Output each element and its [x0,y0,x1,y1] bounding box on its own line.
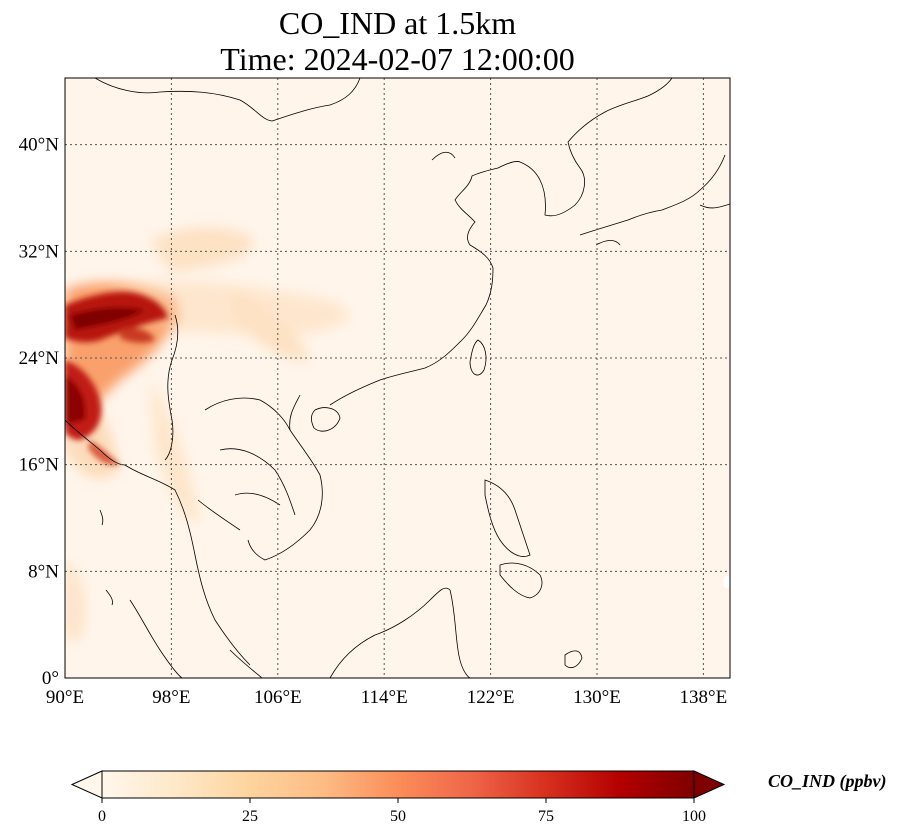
longitude-tick-label: 130°E [573,687,621,708]
longitude-tick-label: 122°E [467,687,515,708]
colorbar-tick-label: 100 [682,808,706,825]
latitude-tick-label: 8°N [28,561,59,582]
latitude-tick-label: 32°N [19,241,60,262]
longitude-tick-label: 114°E [361,687,408,708]
coastlines [65,78,730,678]
colorbar-tick-label: 50 [390,808,406,825]
longitude-tick-label: 106°E [254,687,302,708]
map-title-line1: CO_IND at 1.5km [278,5,517,41]
colorbar-over-arrow [693,770,726,799]
colorbar-label: CO_IND (ppbv) [768,771,887,791]
colorbar-tick-label: 75 [538,808,554,825]
colorbar-tick-label: 25 [242,808,258,825]
concentration-field [65,78,730,678]
colorbar-ticks: 0 25 50 75 100 [98,798,706,825]
latitude-tick-label: 16°N [19,455,60,476]
gridlines [65,78,730,678]
colorbar-under-arrow [70,770,103,799]
longitude-tick-label: 138°E [680,687,728,708]
map-title-line2: Time: 2024-02-07 12:00:00 [220,41,575,77]
latitude-tick-label: 0° [42,668,59,689]
latitude-tick-label: 40°N [19,135,60,156]
longitude-tick-label: 98°E [152,687,190,708]
longitude-tick-label: 90°E [46,687,84,708]
latitude-tick-labels: 0° 8°N 16°N 24°N 32°N 40°N [19,135,60,689]
colorbar-gradient [102,771,694,798]
longitude-tick-labels: 90°E 98°E 106°E 114°E 122°E 130°E 138°E [46,687,727,708]
colorbar: 0 25 50 75 100 [70,770,726,825]
latitude-tick-label: 24°N [19,348,60,369]
map-frame [64,77,731,679]
colorbar-tick-label: 0 [98,808,106,825]
